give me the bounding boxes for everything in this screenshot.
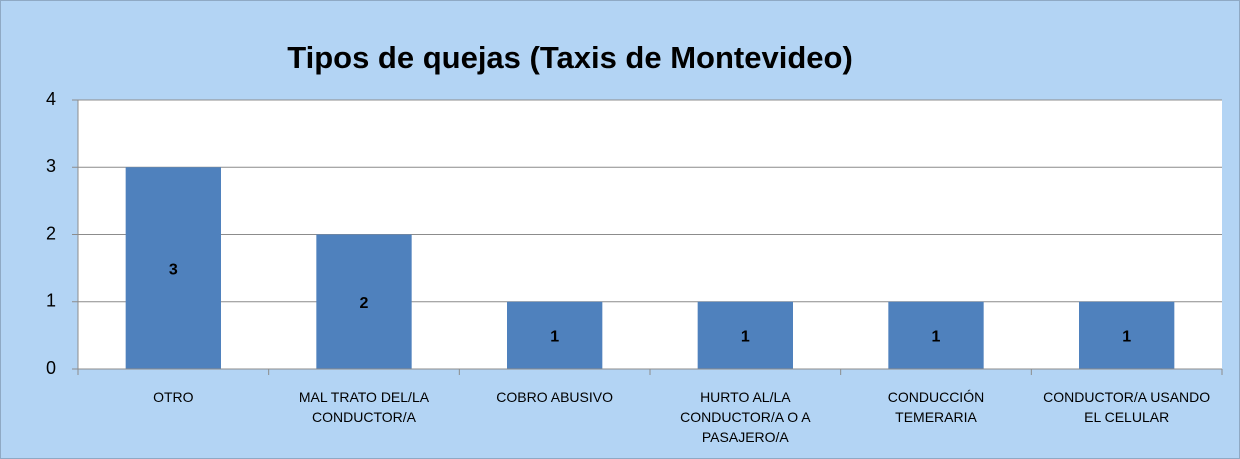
data-label: 1 xyxy=(1122,329,1131,346)
bar xyxy=(697,301,793,369)
y-tick-label: 0 xyxy=(46,358,56,378)
x-tick-label: OTRO xyxy=(153,389,194,405)
y-tick-label: 3 xyxy=(46,156,56,176)
chart-title: Tipos de quejas (Taxis de Montevideo) xyxy=(287,40,853,75)
data-label: 3 xyxy=(169,261,178,278)
bar xyxy=(1079,301,1175,369)
y-tick-label: 4 xyxy=(46,89,56,109)
x-tick-label: MAL TRATO DEL/LA CONDUCTOR/A xyxy=(298,389,430,425)
x-tick-label: HURTO AL/LA CONDUCTOR/A O A PASAJERO/A xyxy=(680,389,811,445)
data-label: 1 xyxy=(741,329,750,346)
bar xyxy=(316,234,412,369)
x-tick-label: CONDUCTOR/A USANDO EL CELULAR xyxy=(1043,389,1211,425)
bar xyxy=(888,301,984,369)
bar xyxy=(507,301,603,369)
bar xyxy=(125,167,221,369)
x-tick-label: CONDUCCIÓN TEMERARIA xyxy=(887,389,985,425)
data-label: 1 xyxy=(932,329,941,346)
data-label: 1 xyxy=(550,329,559,346)
x-tick-label: COBRO ABUSIVO xyxy=(496,389,613,405)
data-label: 2 xyxy=(360,295,369,312)
y-tick-label: 1 xyxy=(46,291,56,311)
y-tick-label: 2 xyxy=(46,223,56,243)
